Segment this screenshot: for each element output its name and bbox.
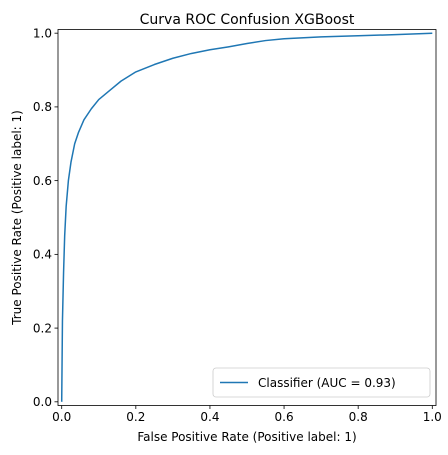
y-tick-label: 0.6 (33, 174, 52, 188)
x-tick-label: 0.2 (126, 410, 145, 424)
plot-area (57, 29, 437, 406)
y-tick-label: 0.4 (33, 248, 52, 262)
x-tick-label: 0.6 (275, 410, 294, 424)
y-tick-label: 0.2 (33, 321, 52, 335)
y-tick-label: 1.0 (33, 26, 52, 40)
y-tick-label: 0.8 (33, 100, 52, 114)
x-axis-label: False Positive Rate (Positive label: 1) (137, 430, 356, 444)
chart-title: Curva ROC Confusion XGBoost (140, 12, 355, 28)
x-axis-ticks: 0.0 0.2 0.4 0.6 0.8 1.0 (52, 405, 442, 424)
y-axis-label: True Positive Rate (Positive label: 1) (10, 110, 24, 326)
legend-label: Classifier (AUC = 0.93) (258, 376, 396, 390)
axes-frame (57, 29, 437, 406)
roc-curve-line (60, 32, 433, 402)
y-axis-ticks: 0.0 0.2 0.4 0.6 0.8 1.0 (33, 26, 58, 409)
x-tick-label: 0.0 (52, 410, 71, 424)
legend-box (212, 367, 431, 398)
x-tick-label: 1.0 (423, 410, 442, 424)
x-tick-label: 0.8 (349, 410, 368, 424)
y-tick-label: 0.0 (33, 395, 52, 409)
x-tick-label: 0.4 (200, 410, 219, 424)
legend: Classifier (AUC = 0.93) (212, 367, 431, 398)
